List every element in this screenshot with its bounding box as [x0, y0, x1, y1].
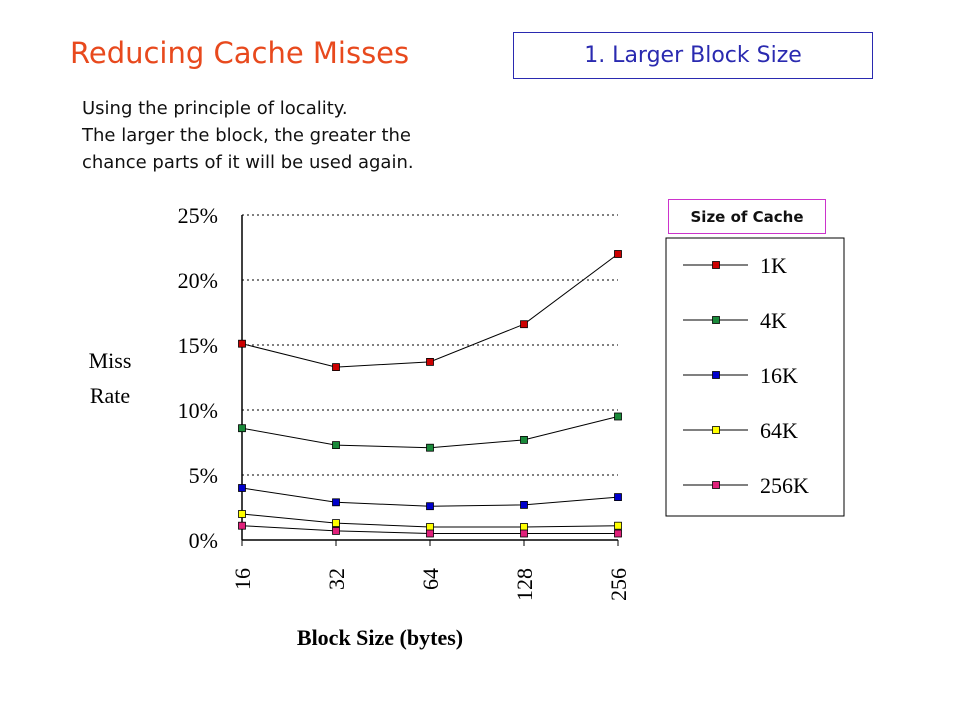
intro-text: Using the principle of locality. The lar… — [82, 95, 512, 176]
data-point — [332, 363, 340, 372]
y-tick-label: 5% — [189, 463, 218, 488]
data-point — [426, 357, 434, 366]
data-point — [332, 527, 340, 535]
series-line-4K — [241, 416, 619, 449]
legend-marker — [712, 426, 720, 434]
legend-label: 64K — [760, 418, 798, 443]
y-tick-label: 25% — [178, 203, 218, 228]
data-point — [614, 493, 622, 502]
legend-label: 1K — [760, 253, 787, 278]
y-tick-label: 0% — [189, 528, 218, 553]
data-point — [426, 523, 434, 531]
data-point — [520, 529, 528, 538]
data-point — [426, 443, 434, 452]
data-point — [238, 521, 246, 530]
intro-line: Using the principle of locality. — [82, 98, 348, 119]
legend-marker — [712, 481, 720, 489]
data-point — [614, 529, 622, 538]
x-axis-label: Block Size (bytes) — [297, 625, 463, 650]
axes: 0% 5% 10% 15% 20% 25% 16 32 64 128 256 Block Size (… — [89, 203, 631, 650]
data-point — [238, 484, 246, 492]
subtitle-box: 1. Larger Block Size — [513, 32, 873, 79]
x-tick-label: 128 — [512, 568, 537, 601]
data-point — [332, 519, 340, 527]
data-point — [520, 523, 528, 531]
data-point — [426, 529, 434, 538]
legend-label: 16K — [760, 363, 798, 388]
data-point — [614, 521, 622, 530]
series — [238, 250, 622, 538]
series-line-1K — [241, 253, 619, 368]
legend-marker — [712, 316, 720, 324]
y-tick-label: 20% — [178, 268, 218, 293]
data-point — [238, 424, 246, 433]
legend-label: 256K — [760, 473, 809, 498]
data-point — [332, 498, 340, 507]
legend: 1K 4K 16K 64K 256K — [665, 237, 845, 517]
data-point — [426, 502, 434, 511]
data-point — [520, 500, 528, 509]
intro-line: chance parts of it will be used again. — [82, 152, 414, 173]
legend-marker — [712, 371, 720, 379]
x-tick-label: 32 — [324, 568, 349, 590]
data-point — [520, 320, 528, 329]
legend-marker — [712, 261, 720, 269]
x-tick-label: 16 — [230, 568, 255, 590]
data-point — [614, 412, 622, 421]
slide-title: Reducing Cache Misses — [70, 36, 410, 70]
legend-title: Size of Cache — [668, 199, 826, 234]
y-axis-label: Rate — [90, 383, 130, 408]
data-point — [238, 510, 246, 518]
data-point — [614, 250, 622, 258]
data-point — [332, 441, 340, 450]
data-point — [238, 339, 246, 348]
y-tick-label: 10% — [178, 398, 218, 423]
legend-label: 4K — [760, 308, 787, 333]
legend-box — [665, 237, 845, 517]
intro-line: The larger the block, the greater the — [82, 125, 411, 146]
x-tick-label: 64 — [418, 568, 443, 590]
y-tick-label: 15% — [178, 333, 218, 358]
data-point — [520, 435, 528, 444]
gridlines — [242, 214, 618, 476]
y-axis-label: Miss — [89, 348, 132, 373]
x-tick-label: 256 — [606, 568, 631, 601]
